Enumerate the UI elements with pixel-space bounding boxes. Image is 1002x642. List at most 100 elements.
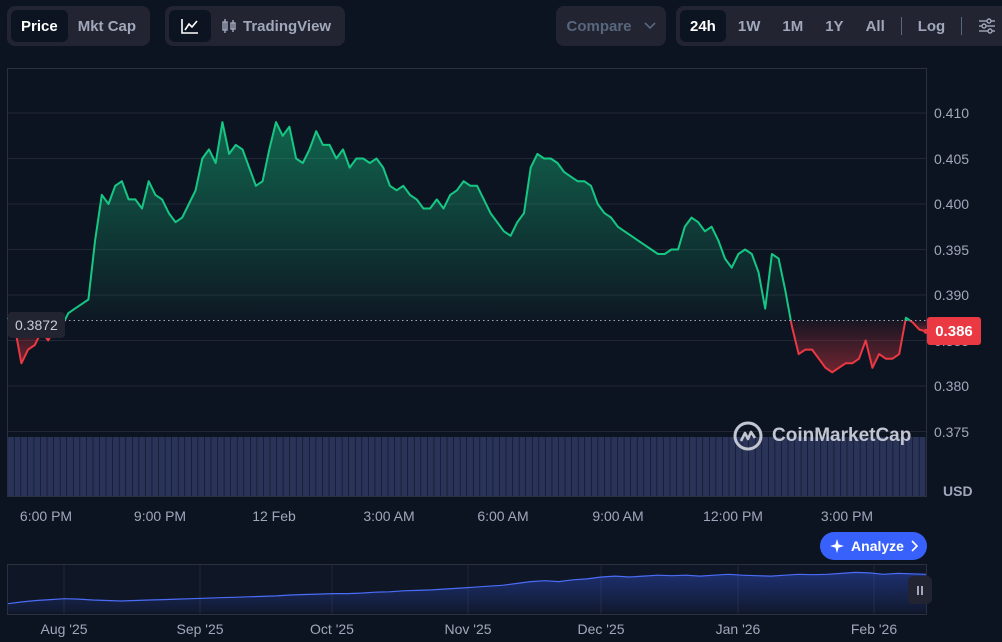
- y-tick-label: 0.380: [934, 378, 970, 394]
- volume-bar: [735, 437, 742, 496]
- view-toggle: Price Mkt Cap: [7, 6, 151, 46]
- navigator-tick-label: Sep '25: [176, 621, 224, 637]
- volume-bar: [880, 437, 887, 496]
- volume-bar: [722, 437, 729, 496]
- volume-bar: [21, 437, 28, 496]
- volume-bar: [342, 437, 349, 496]
- volume-bar: [329, 437, 336, 496]
- volume-bar: [571, 437, 578, 496]
- y-tick-label: 0.390: [934, 287, 970, 303]
- range-all[interactable]: All: [865, 17, 885, 35]
- volume-bar: [873, 437, 880, 496]
- volume-bar: [506, 437, 513, 496]
- y-tick-label: 0.395: [934, 241, 970, 258]
- log-scale-toggle[interactable]: Log: [917, 17, 946, 35]
- price-line-down: [909, 319, 927, 333]
- volume-bar: [630, 437, 637, 496]
- volume-bar: [14, 437, 21, 496]
- volume-bar: [912, 437, 919, 496]
- volume-bar: [381, 437, 388, 496]
- price-line-up: [63, 121, 792, 321]
- volume-bar: [473, 437, 480, 496]
- volume-bar: [539, 437, 546, 496]
- x-tick-label: 3:00 AM: [363, 508, 415, 524]
- x-tick-label: 9:00 PM: [133, 508, 187, 524]
- volume-bar: [158, 437, 165, 496]
- volume-bar: [316, 437, 323, 496]
- navigator-chart[interactable]: [7, 564, 927, 615]
- volume-bar: [663, 437, 670, 496]
- tradingview-button[interactable]: TradingView: [211, 10, 341, 42]
- line-chart-icon: [181, 19, 198, 34]
- volume-bar: [703, 437, 710, 496]
- volume-bar: [486, 437, 493, 496]
- chevron-right-icon: [911, 540, 918, 552]
- volume-bar: [847, 437, 854, 496]
- volume-bar: [532, 437, 539, 496]
- range-1m[interactable]: 1M: [782, 17, 804, 35]
- volume-bar: [644, 437, 650, 496]
- volume-bar: [768, 437, 775, 496]
- volume-bar: [801, 437, 808, 496]
- volume-bar: [689, 437, 696, 496]
- navigator-tick-label: Oct '25: [310, 621, 354, 637]
- volume-bar: [296, 437, 303, 496]
- range-1w[interactable]: 1W: [737, 17, 761, 35]
- volume-bar: [283, 437, 290, 496]
- volume-bar: [355, 437, 362, 496]
- volume-bar: [80, 437, 87, 496]
- volume-bar: [204, 437, 211, 496]
- volume-bar: [821, 437, 828, 496]
- range-1y[interactable]: 1Y: [825, 17, 844, 35]
- volume-bar: [401, 437, 408, 496]
- range-24h[interactable]: 24h: [680, 10, 726, 42]
- volume-bar: [480, 437, 487, 496]
- volume-bar: [139, 437, 146, 496]
- line-chart-button[interactable]: [169, 10, 211, 42]
- volume-bar: [375, 437, 382, 496]
- market-cap-tab[interactable]: Mkt Cap: [77, 17, 137, 35]
- volume-bar: [257, 437, 264, 496]
- volume-bar: [99, 437, 106, 496]
- volume-bar: [519, 437, 526, 496]
- navigator-tick-label: Nov '25: [444, 621, 492, 637]
- volume-bar: [748, 437, 755, 496]
- volume-bar: [604, 437, 611, 496]
- volume-bar: [447, 437, 454, 496]
- ai-sparkle-icon: [830, 539, 845, 553]
- volume-bar: [807, 437, 814, 496]
- volume-bar: [716, 437, 723, 496]
- analyze-button[interactable]: Analyze: [820, 532, 927, 560]
- volume-bar: [224, 437, 231, 496]
- volume-bar: [27, 437, 34, 496]
- navigator-tick-label: Dec '25: [577, 621, 625, 637]
- volume-bar: [526, 437, 532, 496]
- volume-bar: [86, 437, 93, 496]
- volume-bar: [558, 437, 565, 496]
- x-tick-label: 6:00 AM: [477, 508, 529, 524]
- chart-settings-button[interactable]: [968, 10, 1002, 42]
- tradingview-label: TradingView: [243, 17, 332, 35]
- volume-bar: [362, 437, 369, 496]
- volume-bar: [73, 437, 80, 496]
- y-tick-label: 0.410: [934, 105, 970, 121]
- volume-bar: [762, 437, 769, 496]
- navigator-handle[interactable]: [908, 576, 932, 604]
- volume-bar: [853, 437, 860, 496]
- candlestick-icon: [222, 19, 236, 33]
- compare-dropdown[interactable]: Compare: [556, 6, 666, 46]
- analyze-label: Analyze: [851, 538, 904, 554]
- volume-bar: [670, 437, 677, 496]
- x-tick-label: 12:00 PM: [703, 508, 763, 524]
- y-tick-label: 0.400: [934, 196, 970, 212]
- chart-frame: [7, 68, 927, 497]
- price-tab[interactable]: Price: [11, 10, 68, 42]
- open-price-label: 0.3872: [8, 312, 65, 338]
- volume-bar: [47, 437, 54, 496]
- volume-bar: [814, 437, 821, 496]
- volume-bar: [755, 437, 762, 496]
- volume-bar: [237, 437, 244, 496]
- volume-bar: [611, 437, 618, 496]
- chevron-down-icon: [643, 22, 656, 30]
